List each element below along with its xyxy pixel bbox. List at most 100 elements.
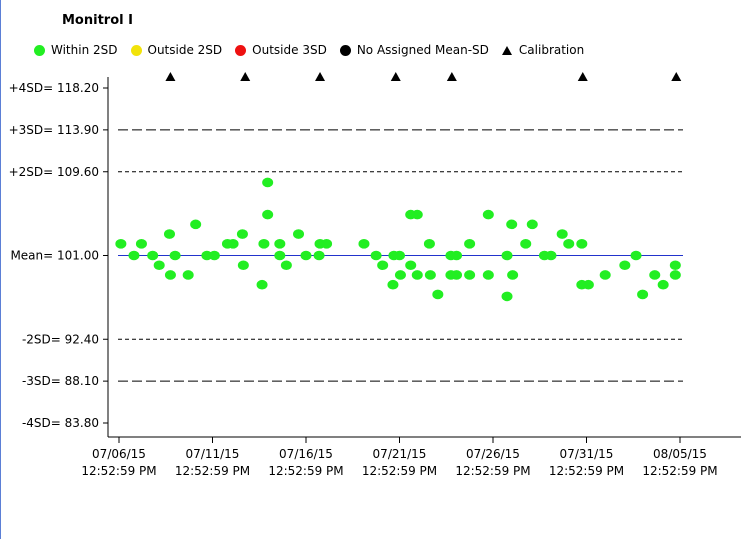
data-point (169, 250, 181, 261)
y-tick-label: +2SD= 109.60 (9, 165, 99, 179)
y-level-name: -4SD= (22, 416, 61, 430)
data-point (128, 250, 140, 261)
data-point (274, 239, 286, 249)
data-point (321, 239, 333, 249)
data-point (256, 279, 268, 290)
data-point (258, 239, 270, 249)
x-tick-time-label: 12:52:59 PM (175, 464, 250, 478)
window-left-border (0, 0, 1, 539)
y-level-value: 118.20 (53, 81, 99, 95)
x-tick-date-label: 07/06/15 (92, 447, 146, 461)
data-point (669, 260, 681, 271)
y-tick-label: +3SD= 113.90 (9, 123, 99, 137)
data-point (563, 239, 575, 249)
legend-item-outside-3sd: Outside 3SD (235, 43, 327, 57)
data-point (274, 250, 286, 261)
data-point (482, 209, 494, 220)
data-point (451, 270, 463, 280)
data-point (236, 229, 248, 239)
data-point (293, 229, 305, 239)
legend: Within 2SD Outside 2SD Outside 3SD No As… (34, 43, 597, 57)
data-point (147, 250, 159, 261)
data-point (637, 289, 649, 300)
data-point (262, 209, 274, 220)
data-point (630, 250, 642, 261)
data-point (464, 270, 476, 280)
calibration-marker (671, 72, 682, 81)
y-tick-label: -3SD= 88.10 (22, 374, 99, 388)
y-level-value: 101.00 (53, 249, 99, 263)
legend-swatch-black-dot (339, 44, 351, 56)
legend-label: Within 2SD (51, 43, 118, 57)
data-point (153, 260, 165, 271)
data-point (423, 239, 435, 249)
legend-swatch-yellow-dot (130, 44, 142, 56)
y-level-name: -3SD= (22, 374, 61, 388)
x-tick-date-label: 07/31/15 (560, 447, 614, 461)
data-point (262, 177, 274, 188)
x-tick-date-label: 08/05/15 (653, 447, 707, 461)
data-point (669, 270, 681, 280)
legend-label: Outside 3SD (252, 43, 327, 57)
calibration-marker (240, 72, 251, 81)
data-point (115, 239, 127, 249)
calibration-triangle-icon (501, 45, 512, 55)
legend-item-no-assigned: No Assigned Mean-SD (339, 43, 489, 57)
data-point (405, 260, 417, 271)
data-point (300, 250, 312, 261)
data-point (227, 239, 239, 249)
data-point (482, 270, 494, 280)
x-tick-time-label: 12:52:59 PM (81, 464, 156, 478)
legend-label: Calibration (518, 43, 585, 57)
y-level-name: -2SD= (22, 332, 61, 346)
data-point (501, 250, 513, 261)
data-point (451, 250, 463, 261)
data-point (507, 270, 519, 280)
calibration-marker (165, 72, 176, 81)
data-point (506, 219, 518, 230)
x-tick-date-label: 07/16/15 (279, 447, 333, 461)
y-level-value: 88.10 (61, 374, 99, 388)
y-level-value: 92.40 (61, 332, 99, 346)
data-point (649, 270, 661, 280)
data-point (280, 260, 292, 271)
calibration-marker (446, 72, 457, 81)
data-point (582, 279, 594, 290)
y-level-name: +2SD= (9, 165, 54, 179)
legend-item-calibration: Calibration (501, 43, 585, 57)
y-tick-label: Mean= 101.00 (10, 249, 99, 263)
data-point (237, 260, 249, 271)
y-level-value: 109.60 (53, 165, 99, 179)
x-tick-date-label: 07/11/15 (186, 447, 240, 461)
y-level-value: 83.80 (61, 416, 99, 430)
x-tick-date-label: 07/21/15 (373, 447, 427, 461)
data-point (313, 250, 325, 261)
data-point (387, 279, 399, 290)
x-tick-time-label: 12:52:59 PM (642, 464, 717, 478)
data-point (556, 229, 568, 239)
legend-label: Outside 2SD (147, 43, 223, 57)
y-level-value: 113.90 (53, 123, 99, 137)
data-point (135, 239, 147, 249)
y-tick-label: +4SD= 118.20 (9, 81, 99, 95)
data-point (545, 250, 557, 261)
chart-title: Monitrol I (62, 13, 133, 28)
x-tick-time-label: 12:52:59 PM (455, 464, 530, 478)
data-point (619, 260, 631, 271)
y-level-name: +4SD= (9, 81, 54, 95)
legend-swatch-green-dot (34, 44, 45, 56)
data-point (576, 239, 588, 249)
legend-item-outside-2sd: Outside 2SD (130, 43, 223, 57)
data-point (411, 209, 423, 220)
y-tick-label: -4SD= 83.80 (22, 416, 99, 430)
data-point (501, 291, 513, 302)
legend-swatch-red-dot (235, 44, 247, 56)
legend-label: No Assigned Mean-SD (356, 43, 489, 57)
data-point (424, 270, 436, 280)
calibration-marker (390, 72, 401, 81)
x-tick-time-label: 12:52:59 PM (268, 464, 343, 478)
data-point (190, 219, 202, 230)
data-point (657, 279, 669, 290)
data-point (432, 289, 444, 300)
data-point (182, 270, 194, 280)
